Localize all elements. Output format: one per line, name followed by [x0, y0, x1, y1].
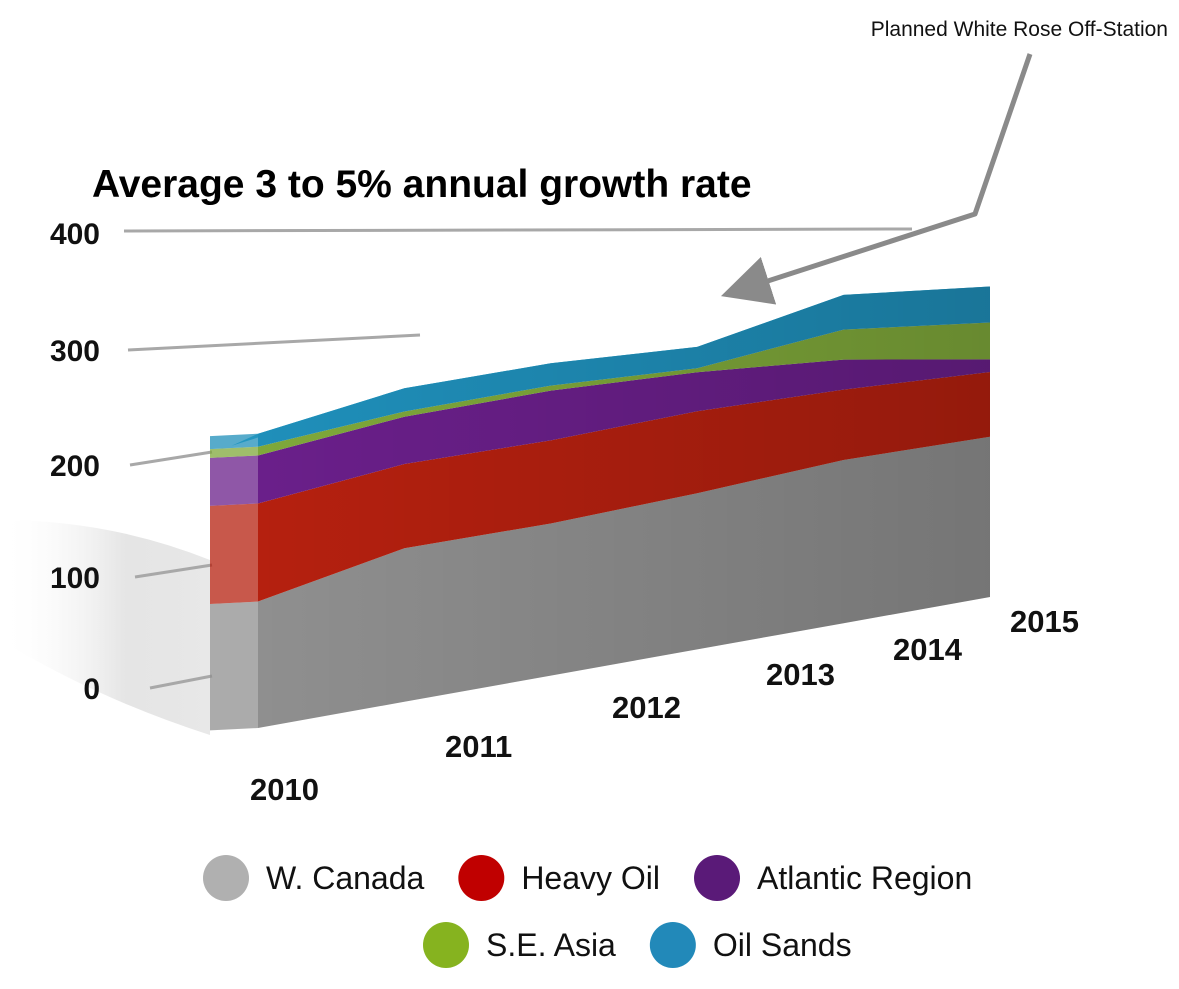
legend-item-oil-sands: Oil Sands — [649, 922, 852, 968]
area-side-atlantic-region — [210, 455, 258, 506]
y-axis: 0 100 200 300 400 — [50, 218, 100, 706]
floor-shadow — [0, 520, 210, 735]
annotation-label: Planned White Rose Off-Station — [871, 18, 1168, 41]
legend-dot — [649, 922, 696, 968]
grid-line — [129, 450, 213, 467]
x-axis: 2010 2011 2012 2013 2014 2015 — [250, 604, 1079, 807]
legend-label: Oil Sands — [713, 927, 852, 963]
legend-label: Atlantic Region — [757, 860, 972, 896]
grid-lines — [123, 227, 913, 690]
grid-line — [123, 227, 913, 233]
y-tick-label: 400 — [50, 218, 100, 251]
legend-label: Heavy Oil — [521, 860, 660, 896]
x-tick-label: 2014 — [893, 632, 963, 667]
legend-label: W. Canada — [266, 860, 425, 896]
chart-title: Average 3 to 5% annual growth rate — [92, 163, 752, 206]
x-tick-label: 2015 — [1010, 604, 1079, 639]
legend-dot — [423, 922, 469, 968]
area-side-oil-sands — [210, 433, 258, 450]
x-tick-label: 2013 — [766, 657, 835, 692]
area-side-w-canada — [210, 601, 258, 731]
legend-item-s-e-asia: S.E. Asia — [423, 922, 616, 968]
grid-line — [134, 563, 213, 579]
legend-item-atlantic-region: Atlantic Region — [694, 855, 972, 901]
area-shading — [258, 286, 990, 728]
legend-item-heavy-oil: Heavy Oil — [458, 855, 660, 901]
grid-line — [149, 674, 213, 690]
legend: W. Canada Heavy Oil Atlantic Region S.E. As… — [203, 855, 972, 968]
y-tick-label: 200 — [50, 450, 100, 483]
grid-line — [127, 333, 421, 352]
y-tick-label: 0 — [83, 673, 100, 706]
legend-item-w-canada: W. Canada — [203, 855, 425, 901]
x-tick-label: 2010 — [250, 772, 319, 807]
y-tick-label: 100 — [50, 562, 100, 595]
y-tick-label: 300 — [50, 335, 100, 368]
plot-area — [210, 286, 991, 731]
x-tick-label: 2011 — [445, 729, 512, 764]
legend-dot — [694, 855, 741, 901]
area-side-s-e-asia — [210, 446, 258, 458]
x-tick-label: 2012 — [612, 690, 681, 725]
annotation-arrow — [720, 53, 1033, 305]
legend-label: S.E. Asia — [486, 927, 616, 963]
legend-dot — [203, 855, 249, 901]
legend-dot — [458, 855, 505, 901]
area-side-heavy-oil — [210, 503, 258, 604]
